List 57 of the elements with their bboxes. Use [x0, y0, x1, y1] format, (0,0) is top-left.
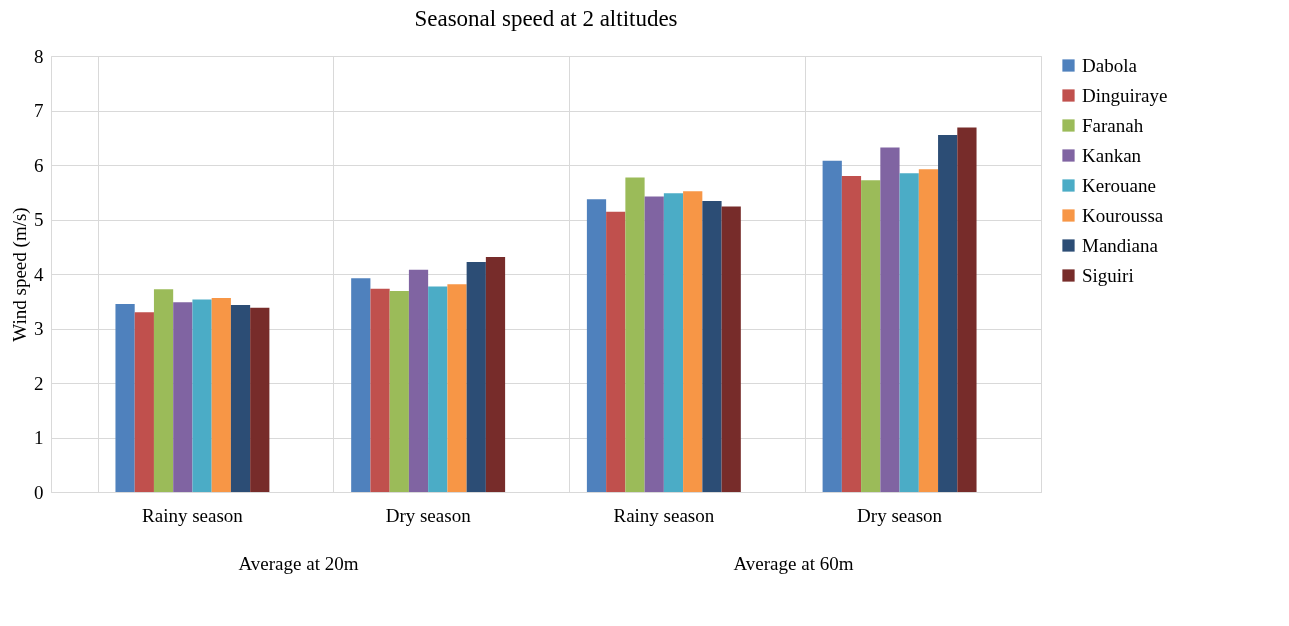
bar: [153, 289, 174, 492]
bar: [173, 302, 193, 492]
y-tick-label: 5: [34, 209, 44, 230]
bar: [351, 278, 371, 492]
y-tick-label: 0: [34, 481, 44, 503]
text: Average at 20m: [238, 553, 359, 574]
bar: [485, 257, 506, 492]
legend-label: Dinguiraye: [1082, 84, 1168, 106]
legend-label: Siguiri: [1082, 264, 1134, 286]
x-tick-label: Rainy season: [142, 504, 244, 526]
y-tick-label: 2: [34, 372, 44, 394]
bar: [192, 299, 212, 492]
legend-label: Mandiana: [1082, 234, 1159, 256]
legend-label: Faranah: [1082, 114, 1144, 136]
bar: [408, 269, 429, 492]
x-tick-label: Dry season: [857, 504, 943, 526]
legend-label: Kerouane: [1082, 174, 1156, 196]
bar: [625, 177, 645, 492]
y-tick-label: 3: [34, 318, 44, 339]
chart-title: Seasonal speed at 2 altitudes: [414, 6, 678, 31]
legend-label: Kouroussa: [1082, 204, 1164, 226]
bar: [606, 211, 626, 492]
bar: [957, 127, 977, 492]
bar: [115, 303, 135, 492]
bar: [822, 160, 842, 492]
bar: [370, 288, 390, 492]
bar: [841, 175, 862, 492]
bar: [702, 200, 722, 492]
bar: [466, 262, 486, 492]
bar: [918, 169, 939, 492]
bar: [230, 305, 251, 492]
bar: [861, 180, 881, 492]
bar: [250, 307, 270, 492]
bar: [663, 193, 684, 492]
bar: [134, 312, 154, 492]
y-tick-label: 6: [34, 154, 44, 176]
y-tick-label: 7: [34, 100, 44, 121]
y-tick-label: 8: [34, 45, 44, 67]
text: Average at 60m: [733, 553, 854, 574]
bar: [211, 297, 231, 492]
y-tick-label: 4: [34, 263, 44, 285]
bar: [389, 290, 409, 492]
bar: [683, 191, 703, 492]
legend-label: Dabola: [1082, 54, 1138, 76]
bar: [447, 284, 467, 492]
legend-label: Kankan: [1082, 144, 1142, 166]
bar: [428, 286, 448, 492]
x-tick-label: Dry season: [385, 504, 472, 526]
bar: [938, 135, 958, 492]
x-tick-label: Rainy season: [613, 504, 715, 526]
y-axis-title: Wind speed (m/s): [9, 207, 31, 342]
bar: [721, 206, 741, 492]
y-tick-label: 1: [34, 427, 44, 448]
bar: [644, 196, 664, 492]
bar: [586, 199, 607, 492]
bar: [899, 173, 919, 492]
bar: [880, 147, 900, 492]
